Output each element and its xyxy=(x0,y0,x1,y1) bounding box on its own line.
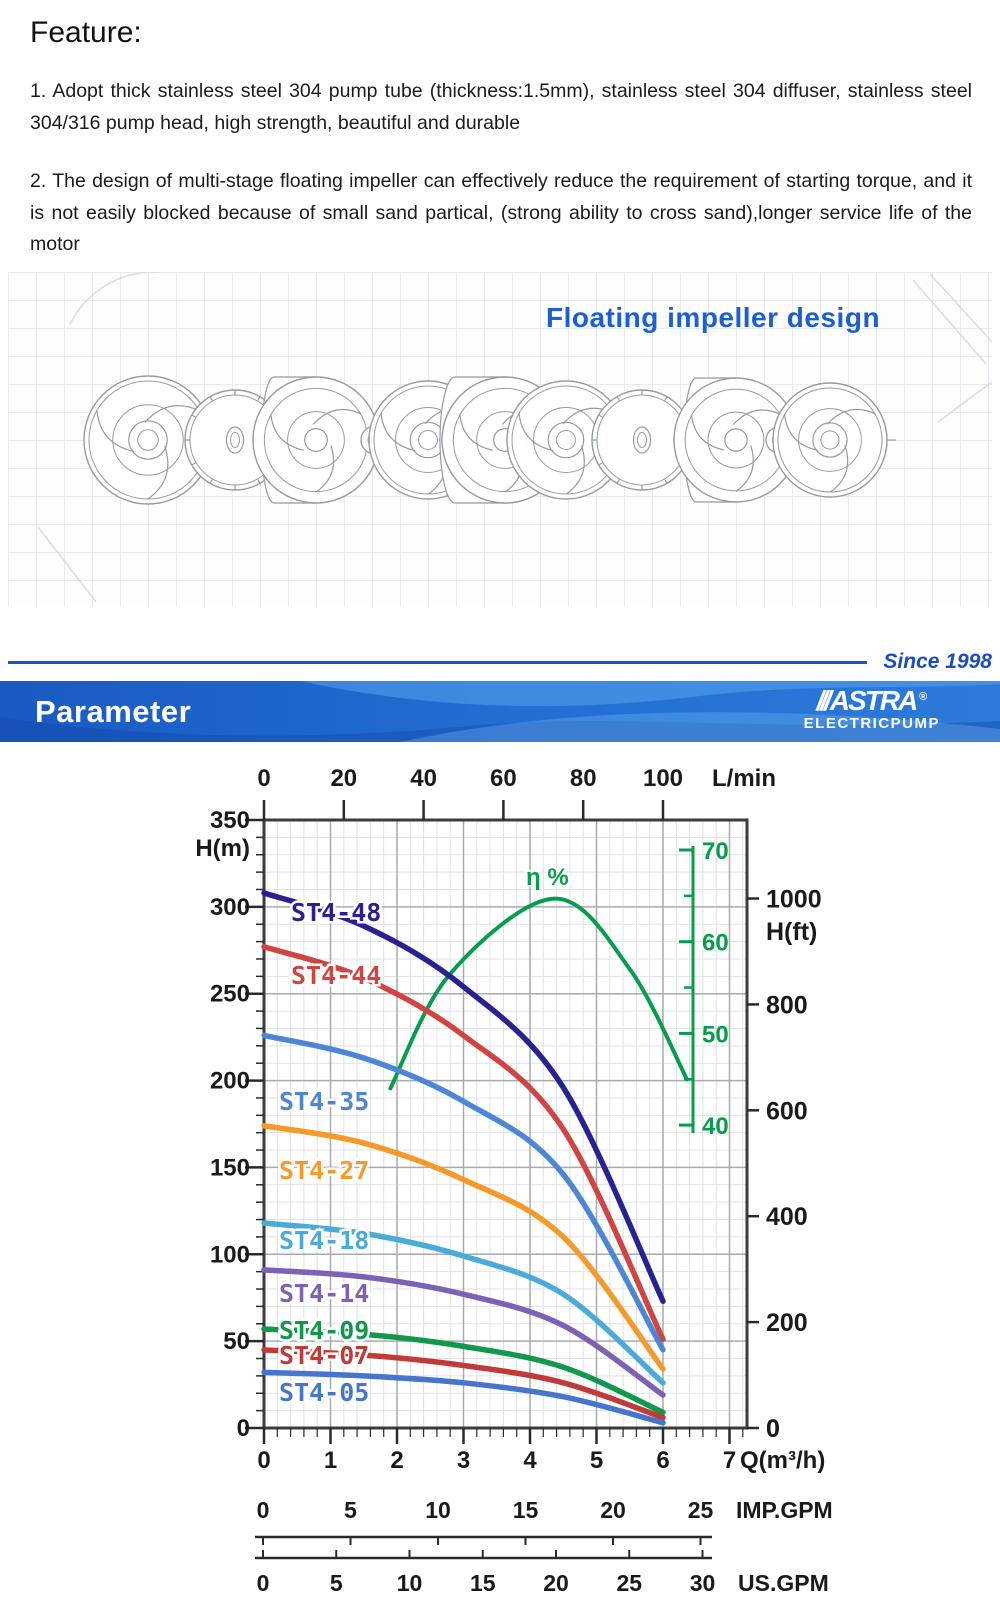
svg-text:ST4-18: ST4-18 xyxy=(279,1226,369,1255)
logo-slashes-icon: /// xyxy=(816,685,831,716)
svg-text:15: 15 xyxy=(470,1570,496,1596)
svg-text:100: 100 xyxy=(210,1241,250,1268)
svg-text:ST4-48: ST4-48 xyxy=(291,898,381,927)
svg-text:80: 80 xyxy=(570,765,597,792)
impeller-diagram: Floating impeller design xyxy=(8,272,992,606)
svg-text:0: 0 xyxy=(257,1447,270,1474)
registered-mark-icon: ® xyxy=(919,690,928,703)
svg-text:5: 5 xyxy=(330,1570,343,1596)
mastra-logo: ///ASTRA ® ELECTRICPUMP xyxy=(804,686,940,734)
feature-item-2: 2. The design of multi-stage floating im… xyxy=(30,170,972,256)
logo-subtitle: ELECTRICPUMP xyxy=(803,715,940,733)
svg-text:ST4-27: ST4-27 xyxy=(279,1156,369,1185)
svg-text:150: 150 xyxy=(210,1154,250,1181)
svg-text:0: 0 xyxy=(237,1415,250,1442)
svg-text:3: 3 xyxy=(457,1447,470,1474)
banner-background xyxy=(0,681,1000,742)
svg-text:IMP.GPM: IMP.GPM xyxy=(736,1497,833,1523)
svg-text:Q(m³/h): Q(m³/h) xyxy=(740,1447,825,1474)
impeller-exploded-drawing xyxy=(37,272,992,603)
svg-text:25: 25 xyxy=(688,1497,714,1523)
svg-text:H(ft): H(ft) xyxy=(766,918,817,946)
svg-text:800: 800 xyxy=(766,991,808,1019)
svg-text:300: 300 xyxy=(210,894,250,921)
svg-text:0: 0 xyxy=(766,1415,780,1443)
svg-text:10: 10 xyxy=(425,1497,451,1523)
svg-text:1000: 1000 xyxy=(766,886,822,914)
svg-text:1: 1 xyxy=(324,1447,337,1474)
svg-text:H(m): H(m) xyxy=(195,835,250,862)
feature-section: Feature: 1. Adopt thick stainless steel … xyxy=(30,16,972,288)
svg-text:0: 0 xyxy=(257,765,270,792)
parameter-chart: 0 20 40 60 80 100 L/min350300250200150100500H(… xyxy=(195,765,833,1596)
svg-text:20: 20 xyxy=(543,1570,569,1596)
svg-text:6: 6 xyxy=(656,1447,669,1474)
svg-text:ST4-07: ST4-07 xyxy=(279,1341,369,1370)
svg-text:ST4-14: ST4-14 xyxy=(279,1279,369,1308)
svg-text:ST4-35: ST4-35 xyxy=(279,1087,369,1116)
svg-text:20: 20 xyxy=(600,1497,626,1523)
svg-text:10: 10 xyxy=(397,1570,423,1596)
svg-text:L/min: L/min xyxy=(712,765,776,792)
logo-name: ASTRA xyxy=(829,685,918,716)
svg-text:ST4-09: ST4-09 xyxy=(279,1316,369,1345)
svg-text:30: 30 xyxy=(690,1570,716,1596)
svg-text:600: 600 xyxy=(766,1097,808,1125)
svg-text:5: 5 xyxy=(590,1447,603,1474)
svg-text:0: 0 xyxy=(766,1415,780,1443)
svg-text:4: 4 xyxy=(523,1447,537,1474)
svg-text:70: 70 xyxy=(702,838,729,865)
svg-text:40: 40 xyxy=(410,765,437,792)
svg-text:50: 50 xyxy=(223,1328,250,1355)
since-text: Since 1998 xyxy=(883,650,992,673)
svg-text:25: 25 xyxy=(616,1570,642,1596)
svg-text:200: 200 xyxy=(766,1309,808,1337)
svg-text:400: 400 xyxy=(766,1203,808,1231)
svg-text:7: 7 xyxy=(723,1447,736,1474)
svg-text:350: 350 xyxy=(210,807,250,834)
banner-title: Parameter xyxy=(35,693,192,729)
diagram-caption: Floating impeller design xyxy=(546,302,881,333)
svg-text:ST4-05: ST4-05 xyxy=(279,1378,369,1407)
parameter-banner: Parameter ///ASTRA ® ELECTRICPUMP xyxy=(0,681,1000,742)
svg-text:20: 20 xyxy=(330,765,357,792)
svg-text:0: 0 xyxy=(257,1497,270,1523)
divider-line xyxy=(8,660,868,664)
svg-text:40: 40 xyxy=(702,1113,729,1140)
svg-text:η %: η % xyxy=(526,864,569,891)
svg-text:2: 2 xyxy=(390,1447,403,1474)
svg-text:60: 60 xyxy=(490,765,517,792)
svg-text:0: 0 xyxy=(257,1570,270,1596)
svg-text:15: 15 xyxy=(513,1497,539,1523)
svg-text:250: 250 xyxy=(210,981,250,1008)
svg-text:US.GPM: US.GPM xyxy=(738,1570,829,1596)
feature-item-1: 1. Adopt thick stainless steel 304 pump … xyxy=(30,80,972,134)
logo-wordmark: ///ASTRA ® xyxy=(804,686,940,715)
svg-text:50: 50 xyxy=(702,1021,729,1048)
svg-text:100: 100 xyxy=(643,765,683,792)
feature-heading: Feature: xyxy=(30,16,142,49)
svg-text:5: 5 xyxy=(344,1497,357,1523)
svg-text:200: 200 xyxy=(210,1068,250,1095)
svg-text:60: 60 xyxy=(702,930,729,957)
svg-text:ST4-44: ST4-44 xyxy=(291,961,381,990)
since-row: Since 1998 xyxy=(8,649,992,675)
